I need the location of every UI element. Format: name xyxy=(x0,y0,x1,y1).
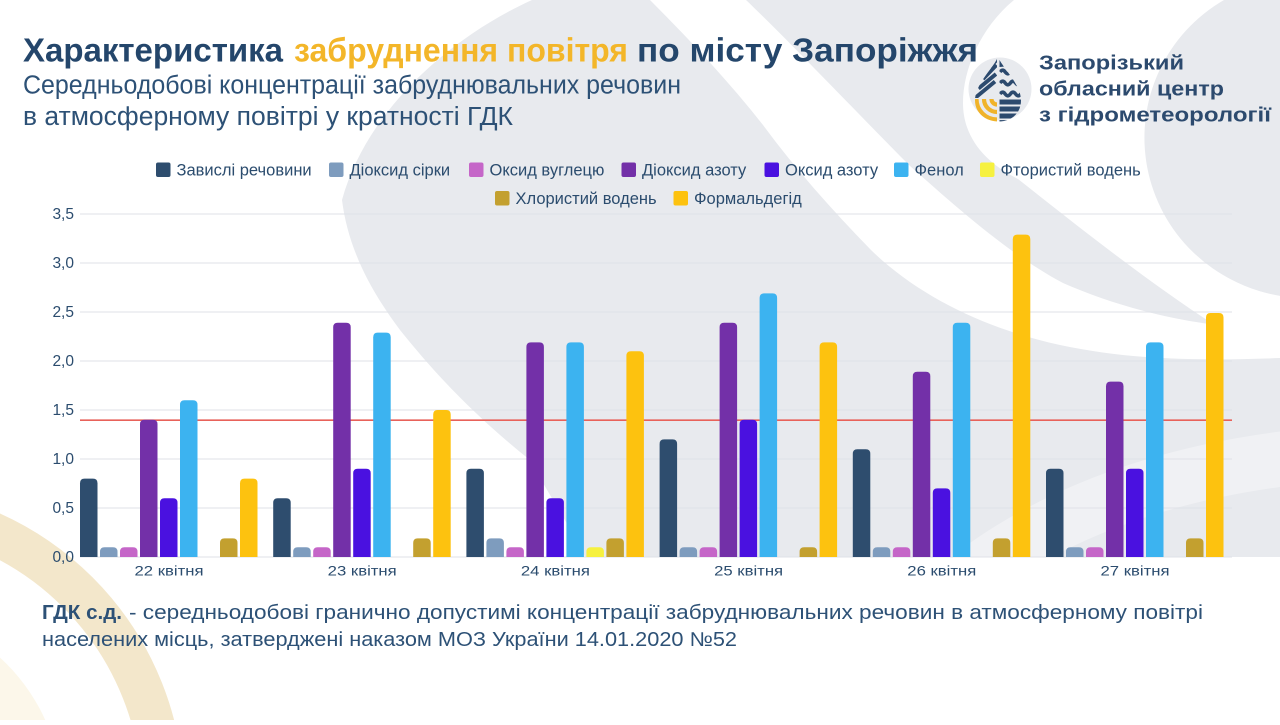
svg-text:Формальдегід: Формальдегід xyxy=(694,190,802,208)
svg-text:в атмосферному повітрі у кратн: в атмосферному повітрі у кратності ГДК xyxy=(23,103,513,131)
svg-text:27 квітня: 27 квітня xyxy=(1101,563,1170,579)
svg-text:23 квітня: 23 квітня xyxy=(328,563,397,579)
svg-text:Фенол: Фенол xyxy=(915,162,964,180)
svg-text:Хлористий водень: Хлористий водень xyxy=(516,190,657,208)
svg-text:Запорізький: Запорізький xyxy=(1039,52,1184,75)
svg-text:1,0: 1,0 xyxy=(52,451,74,468)
svg-text:25 квітня: 25 квітня xyxy=(714,563,783,579)
svg-text:населених місць, затверджені н: населених місць, затверджені наказом МОЗ… xyxy=(42,629,737,651)
svg-text:Діоксид азоту: Діоксид азоту xyxy=(642,162,747,180)
svg-text:3,5: 3,5 xyxy=(52,206,74,223)
svg-text:1,5: 1,5 xyxy=(52,402,74,419)
svg-text:0,0: 0,0 xyxy=(52,549,74,566)
svg-text:0,5: 0,5 xyxy=(52,500,74,517)
svg-text:2,5: 2,5 xyxy=(52,304,74,321)
svg-text:24 квітня: 24 квітня xyxy=(521,563,590,579)
svg-text:по місту Запоріжжя: по місту Запоріжжя xyxy=(637,32,978,69)
svg-text:з гідрометеорології: з гідрометеорології xyxy=(1039,104,1272,127)
svg-text:Фтористий водень: Фтористий водень xyxy=(1001,162,1141,180)
svg-text:Оксид вуглецю: Оксид вуглецю xyxy=(490,162,605,180)
svg-text:обласний центр: обласний центр xyxy=(1039,78,1224,101)
svg-text:Діоксид сірки: Діоксид сірки xyxy=(350,162,451,180)
svg-text:забруднення повітря: забруднення повітря xyxy=(294,32,628,69)
svg-text:Завислі речовини: Завислі речовини xyxy=(177,162,312,180)
svg-text:2,0: 2,0 xyxy=(52,353,74,370)
svg-text:22 квітня: 22 квітня xyxy=(135,563,204,579)
svg-text:3,0: 3,0 xyxy=(52,255,74,272)
svg-text:- середньодобові гранично допу: - середньодобові гранично допустимі конц… xyxy=(129,602,1203,624)
svg-text:Характеристика: Характеристика xyxy=(23,32,284,69)
svg-text:ГДК с.д.: ГДК с.д. xyxy=(42,602,122,624)
svg-text:Оксид азоту: Оксид азоту xyxy=(785,162,879,180)
svg-text:Середньодобові концентрації за: Середньодобові концентрації забруднюваль… xyxy=(23,72,681,100)
svg-text:26 квітня: 26 квітня xyxy=(907,563,976,579)
